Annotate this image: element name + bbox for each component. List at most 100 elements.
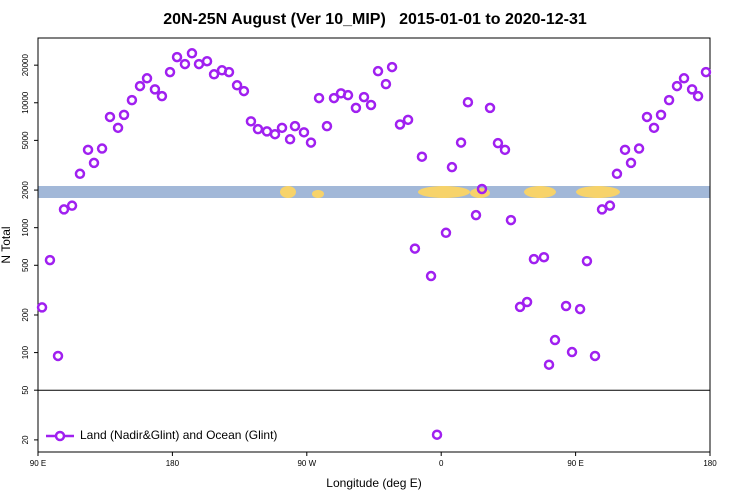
data-point [625, 157, 637, 169]
data-point [425, 270, 437, 282]
data-point [44, 254, 56, 266]
data-point [499, 144, 511, 156]
data-point [208, 69, 220, 80]
data-point [66, 200, 78, 211]
data-point [305, 137, 317, 148]
y-tick-label: 2000 [21, 181, 30, 199]
y-tick-label: 200 [21, 308, 30, 322]
data-point [566, 346, 578, 358]
data-point [462, 96, 474, 108]
data-point [416, 151, 428, 162]
data-point [179, 58, 191, 70]
x-tick-label: 90 E [30, 459, 46, 468]
legend-label: Land (Nadir&Glint) and Ocean (Glint) [80, 428, 277, 442]
map-strip [38, 186, 710, 198]
data-point [549, 334, 561, 346]
data-point [58, 204, 70, 215]
data-point [88, 157, 100, 169]
data-point [611, 168, 623, 180]
data-point [252, 123, 264, 135]
data-point [186, 48, 198, 59]
data-point [36, 302, 48, 313]
x-tick-label: 180 [703, 459, 717, 468]
x-axis-label: Longitude (deg E) [326, 476, 421, 490]
data-point [386, 61, 398, 73]
data-point [112, 122, 124, 134]
data-point [342, 89, 354, 101]
x-tick-label: 180 [166, 459, 180, 468]
data-point [633, 143, 645, 154]
data-point [126, 94, 138, 106]
data-point [446, 161, 458, 173]
data-point [440, 227, 452, 239]
y-tick-label: 5000 [21, 131, 30, 149]
data-point [134, 80, 146, 92]
data-point [560, 300, 572, 312]
plot-frame [37, 37, 711, 453]
data-point [284, 134, 296, 145]
data-point [164, 66, 176, 78]
data-point [692, 90, 704, 102]
data-point [358, 91, 370, 103]
data-point [514, 301, 526, 313]
data-point [82, 144, 94, 156]
legend-marker [54, 430, 66, 442]
x-tick-label: 90 W [297, 459, 316, 468]
land-shape [524, 186, 556, 198]
data-point [655, 109, 667, 121]
data-point [289, 120, 301, 132]
data-point [313, 92, 325, 104]
data-point [223, 66, 235, 78]
data-point [171, 51, 183, 63]
data-point [663, 94, 675, 106]
data-point [394, 119, 406, 130]
data-point [245, 116, 257, 127]
x-tick-label: 90 E [567, 459, 583, 468]
data-point [372, 65, 384, 77]
y-tick-label: 500 [21, 258, 30, 272]
chart-title: 20N-25N August (Ver 10_MIP) 2015-01-01 t… [163, 11, 587, 28]
data-point [321, 120, 333, 132]
data-point [589, 350, 601, 362]
x-tick-label: 0 [439, 459, 444, 468]
data-point [96, 143, 108, 154]
data-point [505, 214, 517, 226]
data-point [193, 58, 205, 70]
y-axis-label: N Total [0, 226, 13, 263]
data-point [74, 168, 86, 180]
y-tick-label: 50 [21, 385, 30, 394]
data-point [409, 243, 421, 254]
data-point [402, 114, 414, 126]
data-point [431, 429, 443, 440]
data-point [528, 253, 540, 265]
data-point [298, 127, 310, 138]
data-point [350, 102, 362, 114]
data-point [641, 111, 653, 123]
data-point [492, 137, 504, 149]
data-point [156, 90, 168, 102]
data-point [678, 73, 690, 84]
y-tick-label: 1000 [21, 218, 30, 236]
land-shape [312, 190, 324, 198]
data-point [574, 303, 586, 315]
land-shape [280, 186, 296, 198]
data-point [261, 126, 273, 137]
data-point [104, 111, 116, 123]
data-point [470, 209, 482, 221]
data-point [238, 85, 250, 97]
land-shape [576, 186, 620, 198]
data-point [269, 128, 281, 140]
data-point [581, 255, 593, 267]
data-point [596, 204, 608, 215]
data-point [149, 84, 161, 95]
data-point [700, 66, 712, 78]
data-point [380, 78, 392, 90]
data-point [141, 73, 153, 84]
data-point [686, 84, 698, 95]
y-tick-label: 100 [21, 345, 30, 359]
data-point [476, 183, 488, 195]
data-point [455, 137, 467, 148]
data-point [231, 80, 243, 91]
data-point [604, 200, 616, 211]
